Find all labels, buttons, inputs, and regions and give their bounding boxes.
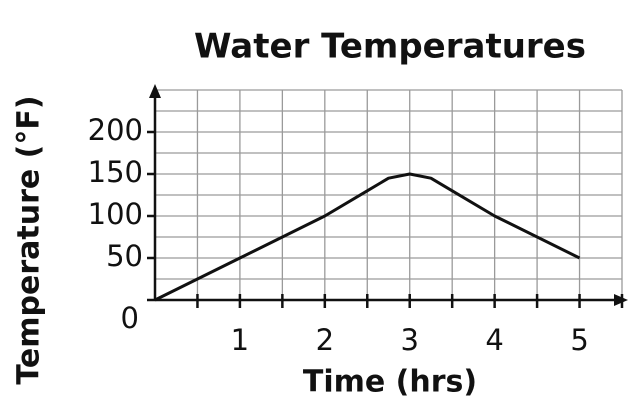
y-tick-label: 150	[88, 155, 143, 189]
x-tick-label: 5	[570, 323, 588, 357]
y-tick-label: 0	[121, 301, 139, 335]
y-axis-label: Temperature (°F)	[12, 95, 47, 384]
y-axis-arrow	[149, 84, 161, 98]
x-axis-arrow	[614, 294, 628, 306]
y-tick-label: 200	[88, 113, 143, 147]
x-tick-label: 1	[231, 323, 249, 357]
x-axis-label: Time (hrs)	[303, 365, 477, 400]
x-tick-label: 2	[316, 323, 334, 357]
chart-title: Water Temperatures	[194, 27, 586, 67]
x-tick-label: 3	[401, 323, 419, 357]
x-tick-label: 4	[485, 323, 503, 357]
y-tick-label: 100	[88, 197, 143, 231]
line-series	[154, 172, 581, 302]
y-tick-label: 50	[106, 239, 143, 273]
